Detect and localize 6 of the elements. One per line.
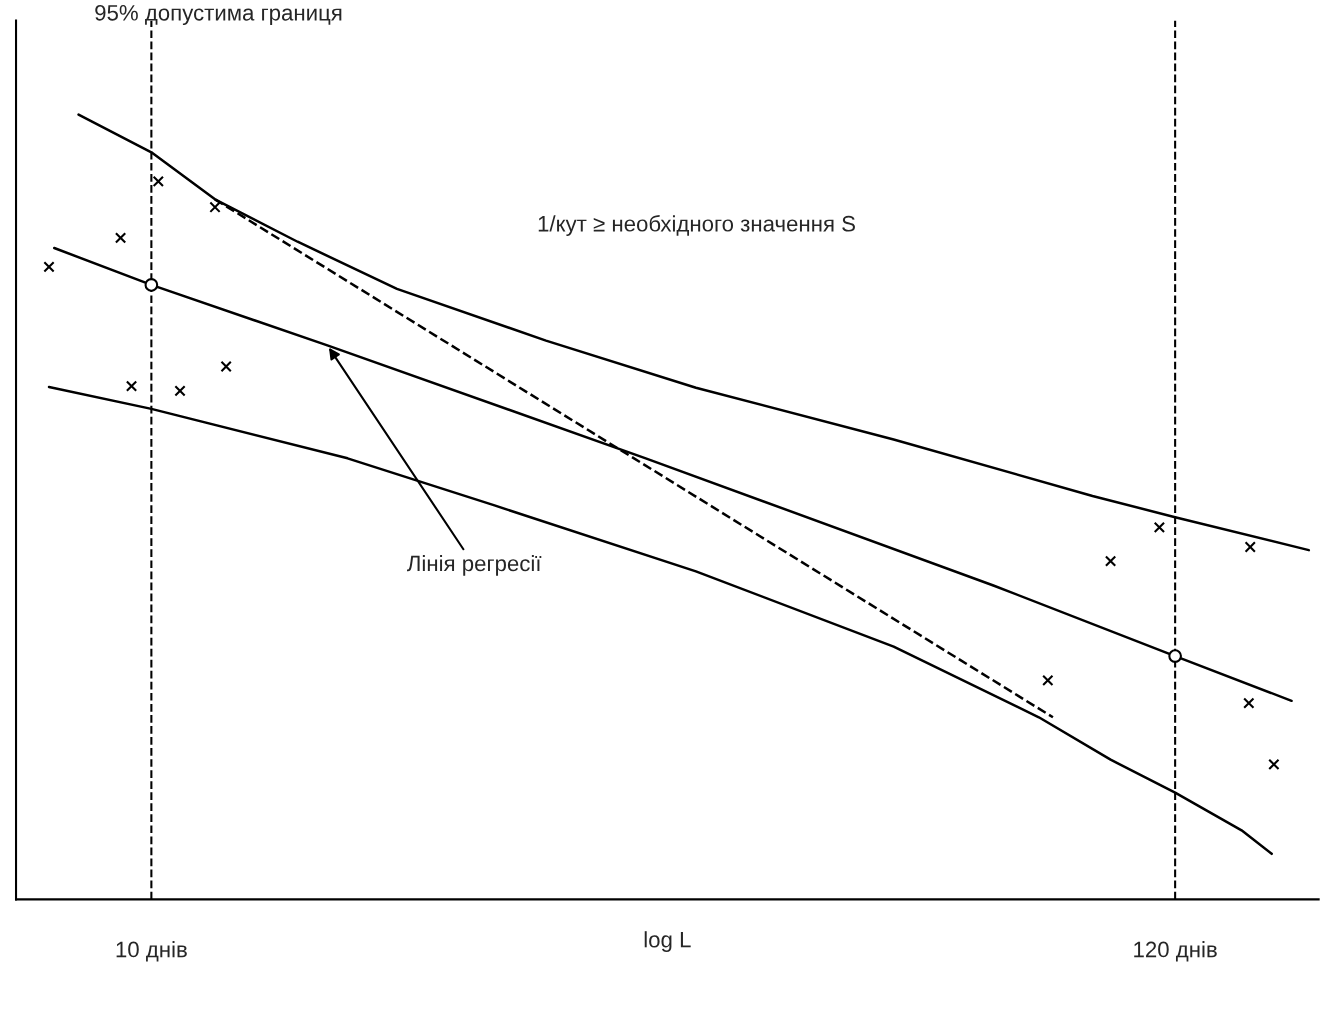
annotation: Лінія регресії [407,555,542,576]
x-tick-label: 120 днів [1134,941,1217,962]
text: 95% допустима границя [95,4,342,26]
annotation: 1/кут ≥ необхідного значення S [538,215,855,236]
x-axis-title: log L [644,931,691,952]
x-tick-label: 10 днів [116,941,187,962]
